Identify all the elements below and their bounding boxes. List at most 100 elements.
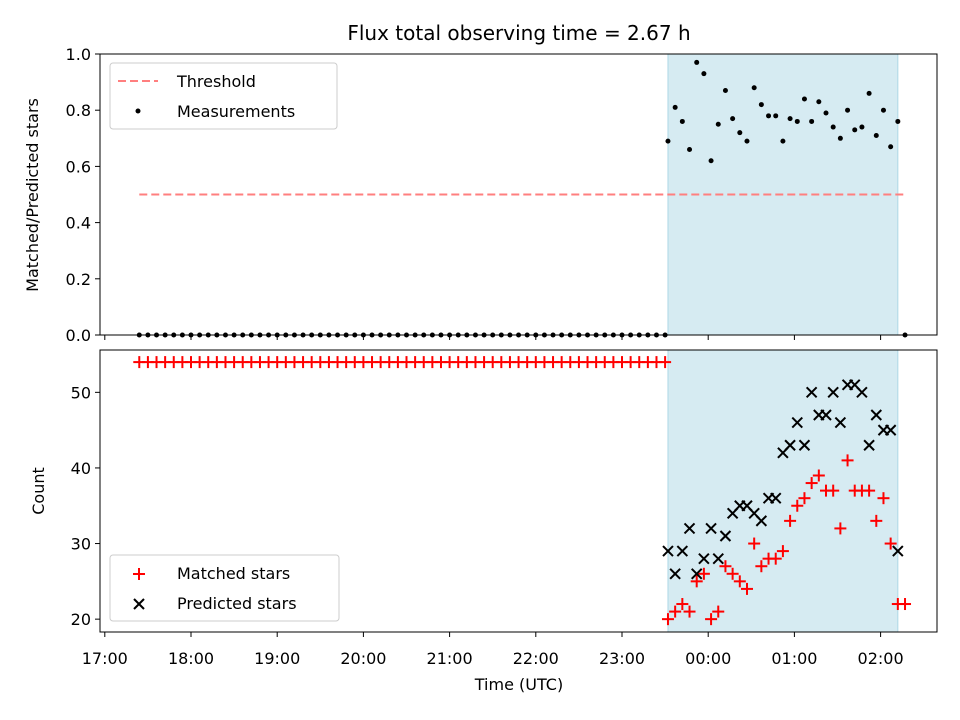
bottom-xtick-label: 00:00 [685,649,731,668]
measurement-point [672,104,678,110]
top-legend: Threshold Measurements [109,62,338,130]
matched-star-point [748,537,761,550]
bottom-xtick-label: 17:00 [82,649,128,668]
measurement-point [722,88,728,94]
measurement-point [780,138,786,144]
legend-measurements-label: Measurements [177,102,295,121]
top-ytick-label: 1.0 [66,45,91,64]
measurement-point [809,118,815,124]
matched-star-point [834,522,847,535]
legend-predicted-swatch [133,598,145,610]
measurement-point [845,107,851,113]
matched-star-point [733,575,746,588]
measurement-point [801,96,807,102]
bottom-xtick-label: 23:00 [599,649,645,668]
bottom-xtick-label: 18:00 [168,649,214,668]
top-ylabel: Matched/Predicted stars [23,98,42,292]
measurement-point [880,107,886,113]
matched-star-point [755,560,768,573]
legend-matched-label: Matched stars [177,564,290,583]
predicted-star-point [798,439,811,451]
matched-star-point [690,575,703,588]
legend-threshold-label: Threshold [176,72,256,91]
matched-star-point [870,514,883,527]
measurement-point [823,110,829,116]
matched-star-point [877,492,890,505]
predicted-star-point [669,568,681,580]
top-ytick-label: 0.0 [66,326,91,345]
matched-star-point [659,356,672,369]
matched-star-point [798,492,811,505]
measurement-point [751,85,757,91]
measurement-point [866,90,872,96]
predicted-star-point [834,416,847,429]
matched-star-point [683,605,696,618]
matched-star-point [841,454,854,467]
matched-star-point [791,499,804,512]
top-axes-frame [99,53,938,336]
predicted-star-point [683,522,696,535]
bottom-xtick-label: 19:00 [254,649,300,668]
predicted-star-point [719,530,732,542]
bottom-ytick-label: 50 [71,383,91,402]
measurement-point [830,124,836,130]
measurement-point [758,102,764,108]
measurement-point [773,113,779,119]
top-ytick-label: 0.8 [66,101,91,120]
legend-matched-swatch [133,568,145,580]
predicted-star-point [791,416,803,429]
chart-title: Flux total observing time = 2.67 h [347,21,690,45]
bottom-ytick-label: 40 [71,459,91,478]
bottom-axes-frame [99,349,938,633]
predicted-star-point [676,545,689,557]
bottom-panel: 20 30 40 50 17:00 18:00 19:00 20:00 21:00 22:00 2… [29,349,938,694]
predicted-star-point [705,522,717,535]
predicted-star-point [863,439,875,451]
measurement-point [766,113,772,119]
matched-star-point [776,545,789,558]
measurement-point [744,138,750,144]
predicted-star-point [892,545,904,557]
measurement-point [708,158,714,164]
matched-star-point [769,552,782,565]
predicted-star-point [755,515,768,527]
top-ytick-label: 0.6 [66,157,91,176]
matched-star-point [712,605,725,618]
top-panel: 0.0 0.2 0.4 0.6 0.8 1.0 Matched/Predicted sta… [23,45,938,345]
matched-star-point [676,598,689,611]
matched-star-point [899,598,912,611]
top-ytick-label: 0.2 [66,270,91,289]
legend-measurements-swatch [135,108,141,114]
bottom-ylabel: Count [29,467,48,515]
measurement-point [816,99,822,105]
measurement-point [794,118,800,124]
bottom-ytick-label: 30 [71,535,91,554]
matched-star-point [812,469,825,482]
matched-star-point [827,484,840,497]
measurement-point [715,121,721,127]
matched-star-point [726,567,739,580]
measurement-point [888,144,894,150]
measurement-point [694,59,700,65]
measurement-point [665,138,671,144]
predicted-star-point [820,409,832,421]
measurement-point [679,118,685,124]
predicted-star-point [770,492,782,504]
measurement-point [687,147,693,153]
measurement-point [730,116,736,122]
matched-star-point [784,514,797,527]
bottom-xlabel: Time (UTC) [474,675,563,694]
predicted-star-point [712,552,724,565]
bottom-ytick-label: 20 [71,610,91,629]
measurement-point [852,127,858,133]
top-ytick-label: 0.4 [66,214,91,233]
predicted-star-point [805,386,818,399]
predicted-star-point [662,545,674,557]
predicted-star-point [784,439,796,451]
matched-star-point [740,582,753,595]
matched-star-point [661,613,674,626]
measurement-point [787,116,793,122]
matched-star-point [697,567,710,580]
bottom-legend: Matched stars Predicted stars [109,554,340,622]
